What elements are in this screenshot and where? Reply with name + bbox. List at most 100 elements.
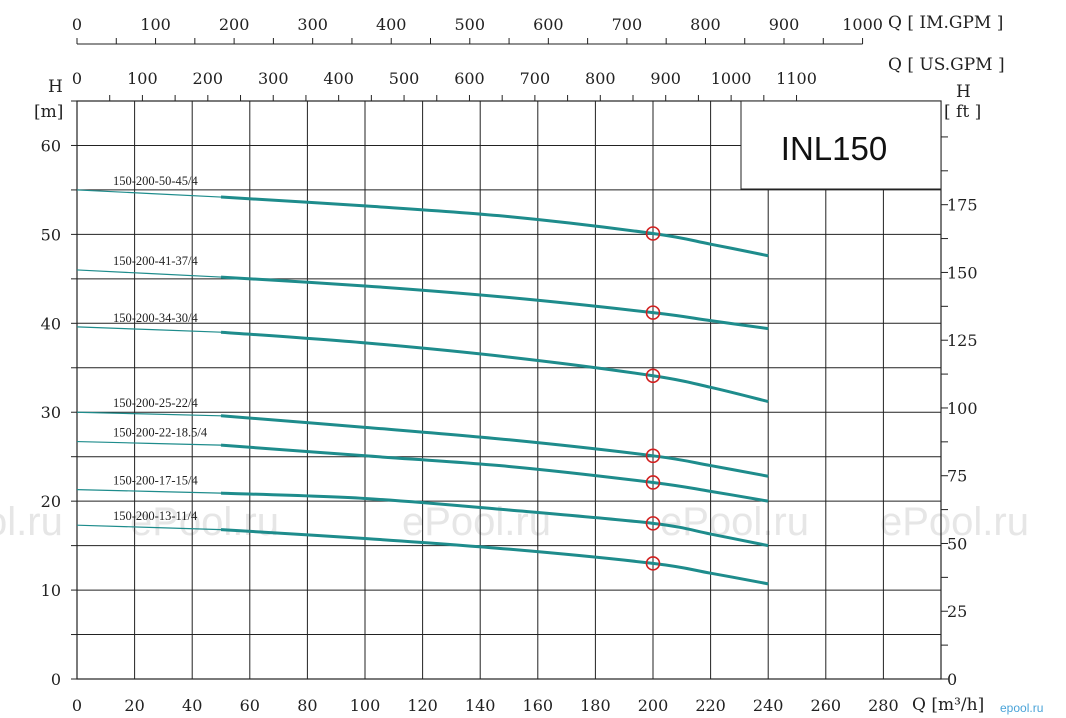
y-tick-label-ft: 25 bbox=[947, 602, 967, 621]
duty-point-marker bbox=[645, 226, 661, 241]
x-tick-label: 40 bbox=[182, 696, 202, 715]
series-label: 150-200-34-30/4 bbox=[113, 311, 198, 325]
y-tick-label-m: 50 bbox=[41, 225, 61, 244]
y-tick-label-m: 0 bbox=[51, 670, 61, 689]
y-tick-label-m: 20 bbox=[41, 492, 61, 511]
y-tick-label-ft: 175 bbox=[947, 196, 978, 215]
series-line-low-flow bbox=[76, 440, 222, 446]
y-tick-label-ft: 50 bbox=[947, 534, 967, 553]
y-tick-label-m: 40 bbox=[41, 314, 61, 333]
series-line bbox=[220, 330, 769, 404]
series-line-low-flow bbox=[76, 488, 222, 494]
top-axes: 0 100 200 300 400 500 600 700 800 900 1000 0 100 200 3… bbox=[72, 15, 883, 101]
corner-watermark: epool.ru bbox=[1000, 701, 1043, 715]
x-tick-label: 240 bbox=[753, 696, 784, 715]
y-axis-label-m-h: H bbox=[48, 77, 63, 97]
axis-labels: H [m] H [ ft ] Q [m³/h] Q [ IM.GPM ] Q [… bbox=[34, 13, 1005, 715]
series-line bbox=[220, 195, 769, 258]
top-tick-label-im: 0 bbox=[72, 15, 82, 34]
top-tick-label-im: 800 bbox=[690, 15, 721, 34]
series-line-low-flow bbox=[76, 326, 222, 333]
top-tick-label-im: 100 bbox=[140, 15, 171, 34]
watermark-layer: ol.ruePool.ruePool.ruePool.ruePool.ruepo… bbox=[0, 500, 1043, 715]
x-tick-label: 260 bbox=[811, 696, 842, 715]
x-tick-label: 60 bbox=[240, 696, 260, 715]
series-label: 150-200-25-22/4 bbox=[113, 396, 198, 410]
duty-point-marker bbox=[645, 516, 661, 531]
series-line bbox=[220, 414, 769, 478]
series-line-low-flow bbox=[76, 411, 222, 417]
top-tick-label-im: 1000 bbox=[842, 15, 883, 34]
chart-grid bbox=[71, 100, 948, 680]
series-line bbox=[220, 491, 769, 548]
series-label: 150-200-41-37/4 bbox=[113, 254, 198, 268]
series-label: 150-200-50-45/4 bbox=[113, 174, 198, 188]
top-tick-label-us: 200 bbox=[193, 69, 224, 88]
top-tick-label-us: 500 bbox=[389, 69, 420, 88]
series-label: 150-200-22-18.5/4 bbox=[113, 426, 208, 440]
x-tick-label: 140 bbox=[465, 696, 496, 715]
y-tick-label-m: 10 bbox=[41, 581, 61, 600]
top-tick-label-im: 300 bbox=[297, 15, 328, 34]
top-tick-label-us: 400 bbox=[323, 69, 354, 88]
y-tick-label-ft: 0 bbox=[947, 670, 957, 689]
top-axis-im-label: Q [ IM.GPM ] bbox=[888, 13, 1003, 33]
top-tick-label-us: 600 bbox=[454, 69, 485, 88]
y-axis-label-ft-unit: [ ft ] bbox=[944, 102, 981, 122]
watermark-text: ePool.ru bbox=[660, 500, 809, 544]
y-tick-label-ft: 125 bbox=[947, 331, 978, 350]
y-tick-label-m: 60 bbox=[41, 136, 61, 155]
x-tick-label: 160 bbox=[523, 696, 554, 715]
series-line bbox=[220, 275, 769, 331]
chart-title: INL150 bbox=[781, 130, 887, 167]
top-tick-label-us: 1000 bbox=[711, 69, 752, 88]
series-line bbox=[220, 443, 769, 503]
x-axis-label: Q [m³/h] bbox=[912, 695, 984, 715]
x-tick-label: 220 bbox=[695, 696, 726, 715]
series-line-low-flow bbox=[76, 189, 222, 198]
series-line-low-flow bbox=[76, 524, 222, 531]
x-tick-label: 120 bbox=[407, 696, 438, 715]
series-label: 150-200-17-15/4 bbox=[113, 474, 198, 488]
x-tick-label: 0 bbox=[72, 696, 82, 715]
x-tick-label: 280 bbox=[868, 696, 899, 715]
top-tick-label-im: 900 bbox=[769, 15, 800, 34]
watermark-text: ePool.ru bbox=[130, 500, 279, 544]
top-axis-us-label: Q [ US.GPM ] bbox=[888, 55, 1005, 75]
series-line bbox=[220, 528, 769, 586]
top-tick-label-im: 600 bbox=[533, 15, 564, 34]
series-layer: 150-200-50-45/4 150-200-41-37/4 150-200-34… bbox=[76, 174, 769, 586]
y-tick-label-ft: 150 bbox=[947, 263, 978, 282]
top-tick-label-im: 700 bbox=[612, 15, 643, 34]
duty-point-marker bbox=[645, 305, 661, 320]
x-tick-label: 20 bbox=[124, 696, 144, 715]
axis-ticks: 0 20 40 60 80 100 120 140 160 180 200 220 240 260 2800… bbox=[41, 136, 978, 715]
top-tick-label-us: 0 bbox=[72, 69, 82, 88]
series-line-low-flow bbox=[76, 269, 222, 278]
watermark-text: ol.ru bbox=[0, 500, 63, 544]
chart-title-box: INL150 bbox=[740, 100, 942, 190]
top-tick-label-im: 500 bbox=[455, 15, 486, 34]
top-tick-label-us: 800 bbox=[585, 69, 616, 88]
top-tick-label-im: 200 bbox=[219, 15, 250, 34]
x-tick-label: 80 bbox=[297, 696, 317, 715]
plot-frame bbox=[76, 100, 942, 680]
top-tick-label-us: 700 bbox=[520, 69, 551, 88]
top-tick-label-us: 900 bbox=[650, 69, 681, 88]
duty-point-marker bbox=[645, 475, 661, 490]
y-tick-label-ft: 100 bbox=[947, 399, 978, 418]
top-tick-label-us: 1100 bbox=[776, 69, 817, 88]
duty-point-marker bbox=[645, 448, 661, 464]
x-tick-label: 100 bbox=[350, 696, 381, 715]
x-tick-label: 180 bbox=[580, 696, 611, 715]
x-tick-label: 200 bbox=[638, 696, 669, 715]
watermark-text: ePool.ru bbox=[880, 500, 1029, 544]
top-tick-label-us: 100 bbox=[127, 69, 158, 88]
y-tick-label-m: 30 bbox=[41, 403, 61, 422]
series-label: 150-200-13-11/4 bbox=[113, 509, 198, 523]
y-tick-label-ft: 75 bbox=[947, 467, 967, 486]
duty-point-marker bbox=[645, 368, 661, 384]
duty-point-marker bbox=[645, 556, 661, 571]
y-axis-label-m-unit: [m] bbox=[34, 102, 63, 122]
